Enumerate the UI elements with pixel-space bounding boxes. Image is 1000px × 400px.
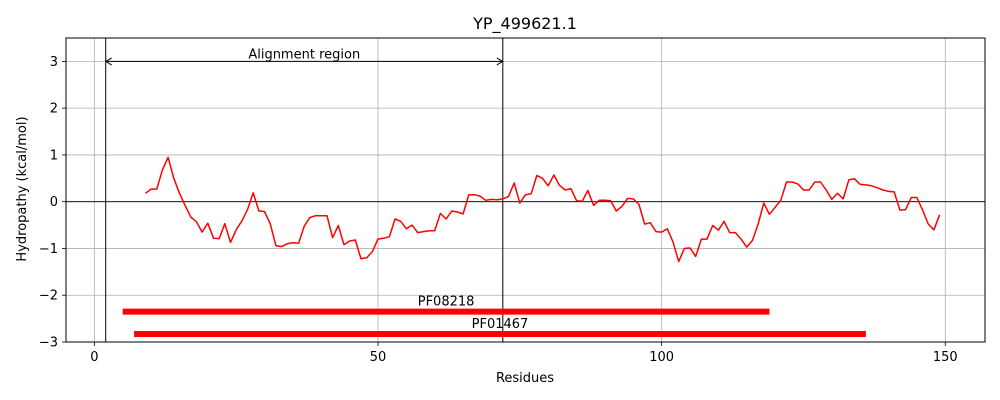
x-axis-ticks: 0 50 100 150 <box>90 342 958 365</box>
y-tick-label: 3 <box>50 55 58 70</box>
x-tick-label: 150 <box>933 350 958 365</box>
y-tick-label: −1 <box>39 242 58 257</box>
x-axis-label: Residues <box>496 371 554 386</box>
domain-bar-label: PF01467 <box>472 317 529 332</box>
grid <box>66 38 985 343</box>
hydropathy-line <box>144 156 941 263</box>
y-tick-label: 0 <box>50 195 58 210</box>
hydropathy-series <box>144 156 941 263</box>
domain-bar-label: PF08218 <box>418 295 475 310</box>
chart-title: YP_499621.1 <box>472 14 577 34</box>
y-tick-label: 2 <box>50 102 58 117</box>
x-tick-label: 0 <box>90 350 98 365</box>
annotation-arrowhead-left <box>104 57 112 66</box>
x-tick-label: 100 <box>649 350 674 365</box>
y-axis-ticks: −3 −2 −1 0 1 2 3 <box>39 55 66 351</box>
y-tick-label: −2 <box>39 289 58 304</box>
annotation-text: Alignment region <box>248 47 360 62</box>
y-tick-label: −3 <box>39 336 58 351</box>
y-axis-label: Hydropathy (kcal/mol) <box>15 116 30 261</box>
y-tick-label: 1 <box>50 148 58 163</box>
plot-frame <box>65 37 986 343</box>
annotation-arrowhead-right <box>496 57 504 66</box>
alignment-boundary-lines <box>105 38 504 342</box>
alignment-annotation: Alignment region <box>104 47 504 66</box>
domain-bars: PF08218 PF01467 <box>122 295 866 338</box>
x-tick-label: 50 <box>370 350 387 365</box>
